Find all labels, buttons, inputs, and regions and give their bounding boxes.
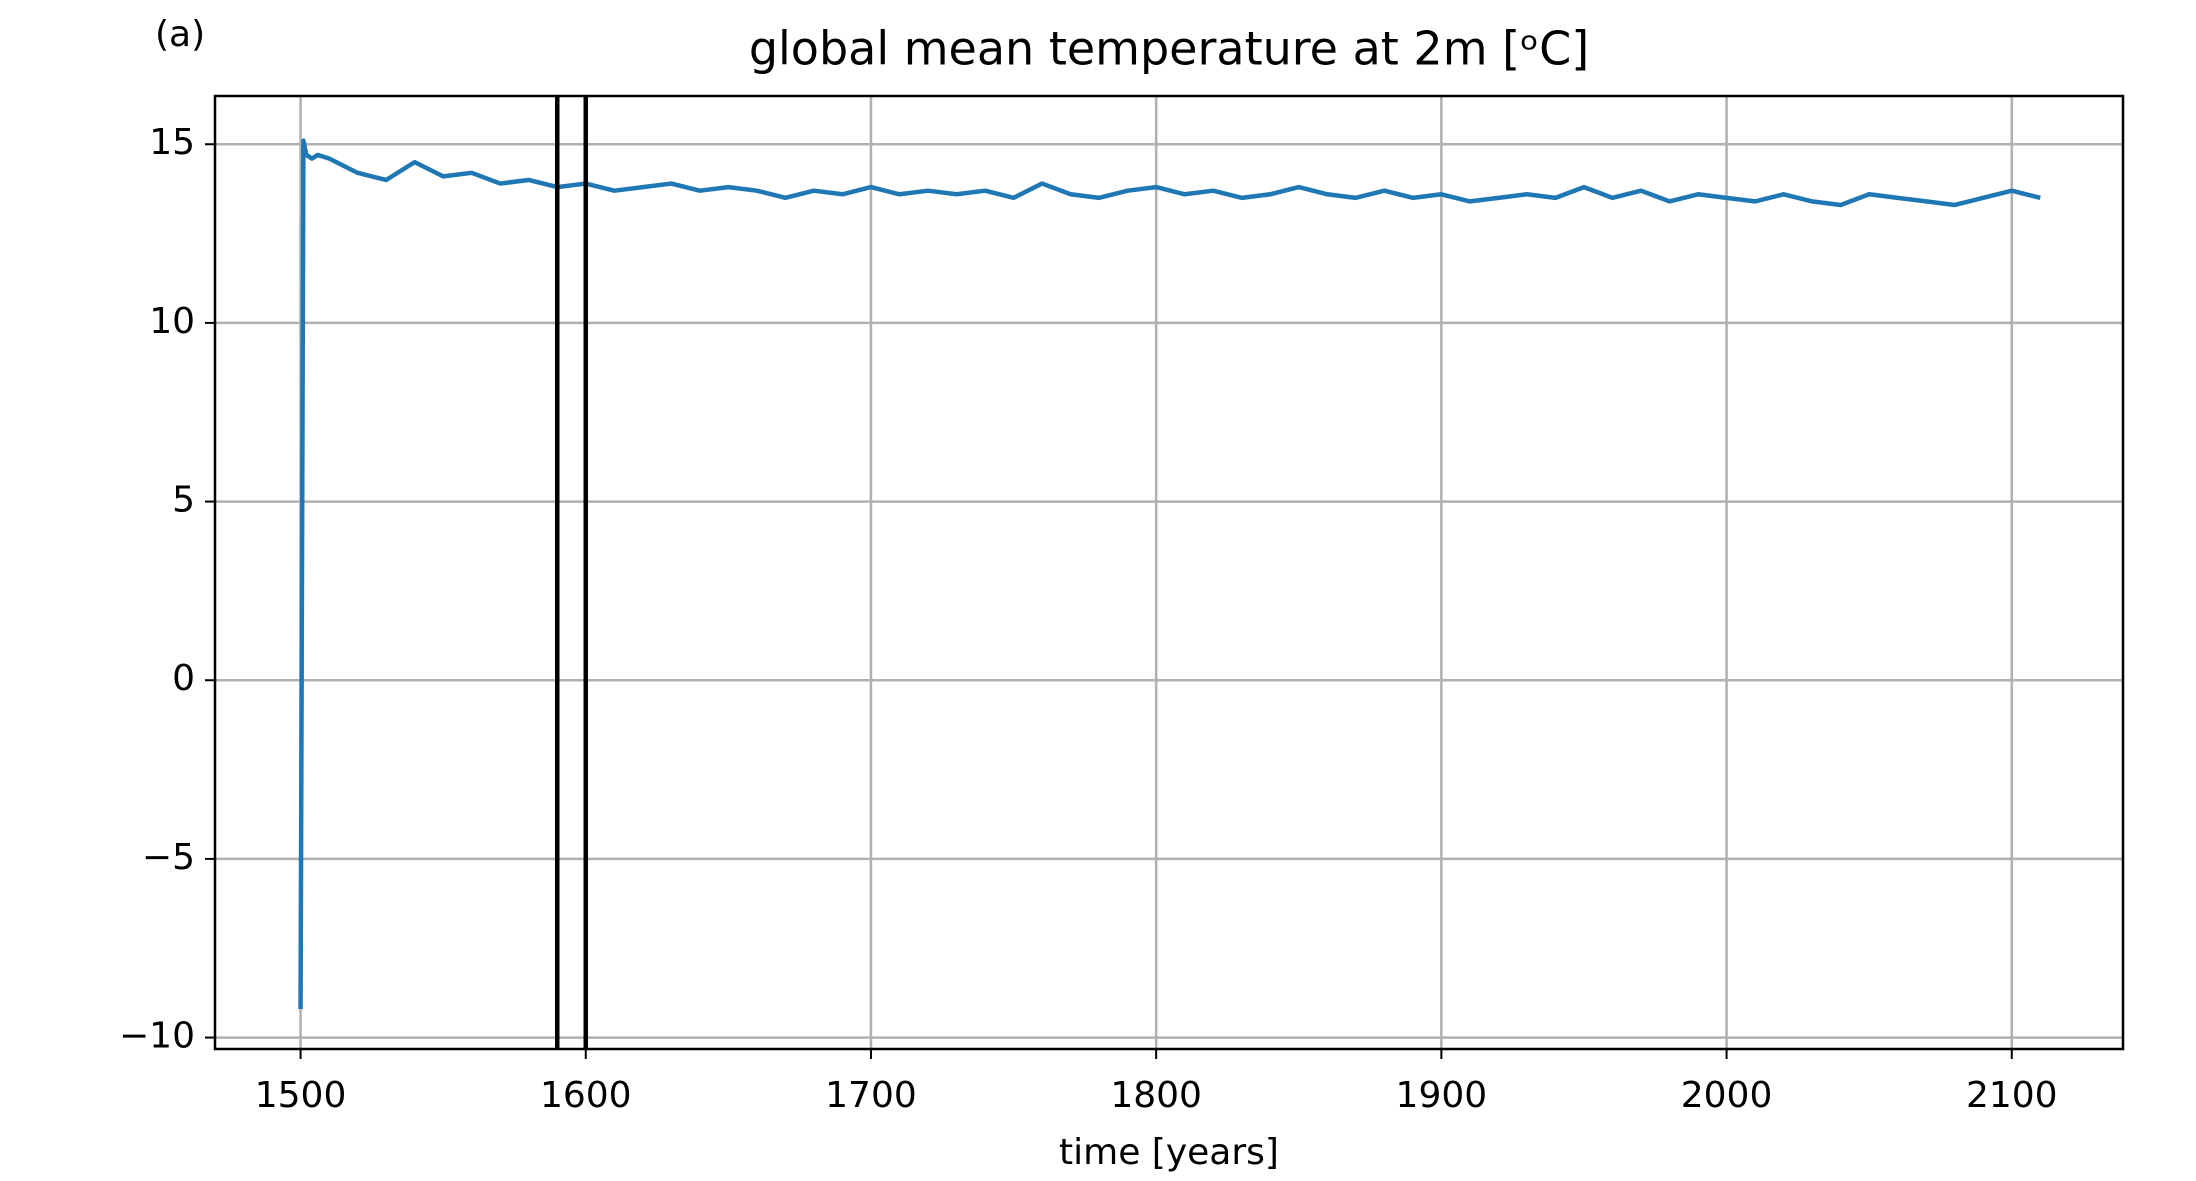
y-tick-label: −5 [142,837,195,878]
x-tick-label: 2000 [1681,1075,1773,1116]
x-tick-label: 1900 [1396,1075,1488,1116]
panel-label: (a) [155,14,205,55]
y-tick-label: −10 [119,1016,195,1057]
plot-frame [213,94,2125,1051]
chart-title: global mean temperature at 2m [ᵒC] [749,22,1589,76]
x-tick-label: 1600 [540,1075,632,1116]
y-tick-label: 10 [149,301,195,342]
y-tick-label: 15 [149,122,195,163]
y-tick-label: 5 [172,480,195,521]
x-tick-label: 1500 [255,1075,347,1116]
x-tick-label: 1700 [825,1075,917,1116]
x-tick-label: 2100 [1966,1075,2058,1116]
data-line [298,138,2041,1009]
x-axis-label: time [years] [1059,1132,1279,1173]
x-tick-label: 1800 [1110,1075,1202,1116]
y-tick-label: 0 [172,658,195,699]
